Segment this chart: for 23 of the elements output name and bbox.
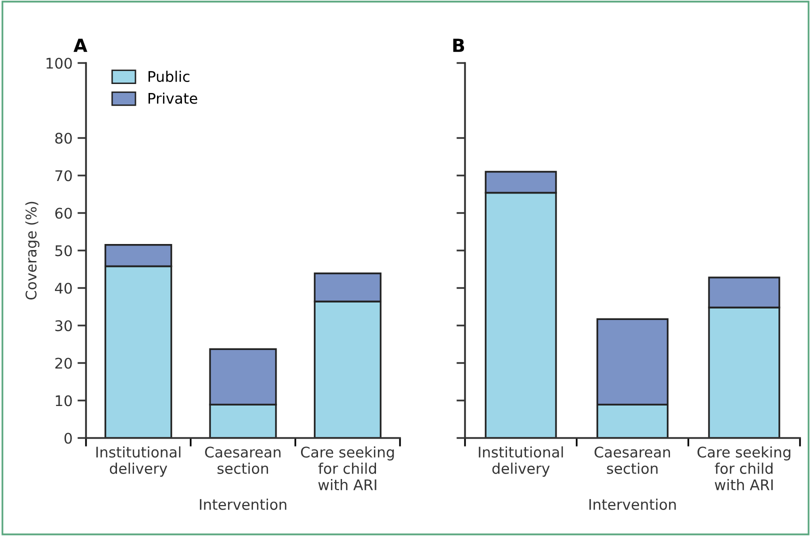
chart-title: B — [453, 38, 464, 52]
y-tick-label: 70 — [55, 170, 72, 182]
legend-label: Private — [148, 92, 198, 104]
y-tick-label: 40 — [54, 282, 72, 294]
x-tick-label: Caesarean section — [594, 446, 670, 474]
x-tick-label: Caesarean section — [205, 446, 280, 474]
y-tick-label: 20 — [55, 358, 72, 369]
x-tick-label: Care seeking for child with ARI — [698, 446, 790, 490]
x-tick-label: Institutional delivery — [96, 446, 180, 477]
y-tick-label: 80 — [55, 132, 72, 144]
legend-label: Public — [148, 70, 190, 82]
chart-title: A — [74, 38, 88, 52]
y-tick-label: 0 — [64, 432, 72, 444]
y-tick-label: 60 — [55, 208, 72, 219]
y-tick-label: 50 — [55, 245, 72, 256]
x-axis-title: Intervention — [589, 498, 676, 510]
x-tick-label: Care seeking for child with ARI — [301, 446, 394, 490]
y-tick-label: 100 — [46, 58, 72, 69]
y-axis-title: Coverage (%) — [25, 202, 40, 300]
y-tick-label: 10 — [56, 395, 72, 406]
x-axis-title: Intervention — [200, 498, 286, 510]
y-tick-label: 30 — [55, 320, 72, 332]
x-tick-label: Institutional delivery — [478, 446, 563, 477]
